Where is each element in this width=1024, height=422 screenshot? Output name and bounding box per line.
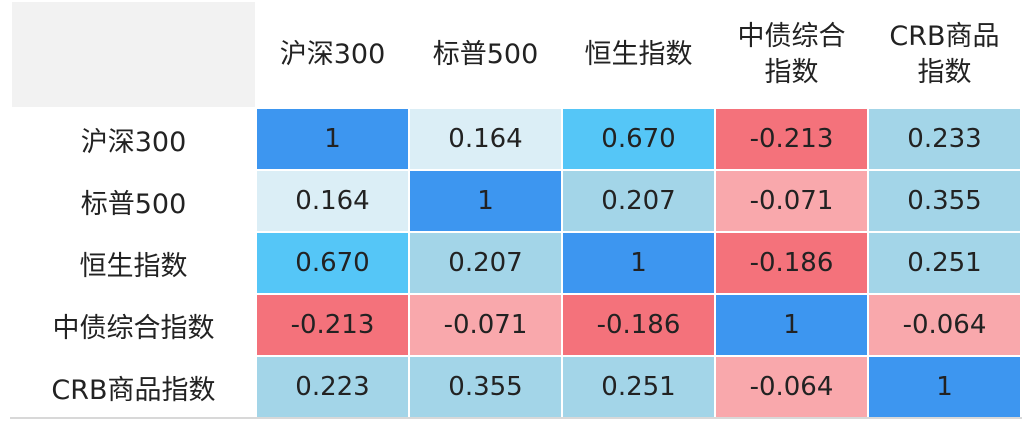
heatmap-cell: 0.355 bbox=[867, 169, 1022, 233]
heatmap-cell: 0.251 bbox=[867, 231, 1022, 295]
column-header-line: CRB商品 bbox=[889, 20, 1000, 52]
column-header: 恒生指数 bbox=[561, 0, 716, 109]
column-header: CRB商品指数 bbox=[867, 0, 1022, 109]
heatmap-cell: 0.355 bbox=[408, 355, 563, 419]
column-header-line: 指数 bbox=[917, 56, 972, 88]
column-header-line: 标普500 bbox=[432, 38, 539, 70]
heatmap-cell: -0.071 bbox=[408, 293, 563, 357]
heatmap-row: CRB商品指数 0.223 0.355 0.251 -0.064 1 bbox=[10, 355, 1022, 419]
column-header: 标普500 bbox=[408, 0, 563, 109]
heatmap-row: 沪深300 1 0.164 0.670 -0.213 0.233 bbox=[10, 107, 1022, 171]
row-header: 恒生指数 bbox=[10, 231, 257, 295]
row-header: 沪深300 bbox=[10, 107, 257, 171]
heatmap-row: 标普500 0.164 1 0.207 -0.071 0.355 bbox=[10, 169, 1022, 233]
heatmap-cell: 0.670 bbox=[255, 231, 410, 295]
heatmap-cell: -0.064 bbox=[867, 293, 1022, 357]
column-header: 沪深300 bbox=[255, 0, 410, 109]
correlation-heatmap: 沪深300 标普500 恒生指数 中债综合 指数 CRB商品 指数 沪深300 1 0.164 0… bbox=[10, 0, 1022, 419]
heatmap-cell: 1 bbox=[714, 293, 869, 357]
heatmap-cell: -0.186 bbox=[561, 293, 716, 357]
header-row: 沪深300 标普500 恒生指数 中债综合 指数 CRB商品 指数 bbox=[10, 0, 1022, 109]
heatmap-cell: -0.071 bbox=[714, 169, 869, 233]
heatmap-cell: 0.223 bbox=[255, 355, 410, 419]
heatmap-cell: -0.186 bbox=[714, 231, 869, 295]
heatmap-cell: 0.251 bbox=[561, 355, 716, 419]
row-header: CRB商品指数 bbox=[10, 355, 257, 419]
heatmap-cell: 1 bbox=[867, 355, 1022, 419]
heatmap-cell: -0.213 bbox=[255, 293, 410, 357]
heatmap-cell: 1 bbox=[561, 231, 716, 295]
heatmap-row: 恒生指数 0.670 0.207 1 -0.186 0.251 bbox=[10, 231, 1022, 295]
column-header: 中债综合 指数 bbox=[714, 0, 869, 109]
column-header-line: 指数 bbox=[764, 56, 819, 88]
heatmap-cell: 0.164 bbox=[255, 169, 410, 233]
heatmap-cell: 0.207 bbox=[408, 231, 563, 295]
row-header: 中债综合指数 bbox=[10, 293, 257, 357]
column-header-line: 恒生指数 bbox=[584, 38, 693, 70]
heatmap-cell: 0.164 bbox=[408, 107, 563, 171]
heatmap-cell: 1 bbox=[255, 107, 410, 171]
heatmap-row: 中债综合指数 -0.213 -0.071 -0.186 1 -0.064 bbox=[10, 293, 1022, 357]
row-header: 标普500 bbox=[10, 169, 257, 233]
corner-cell bbox=[10, 0, 257, 109]
heatmap-body: 沪深300 1 0.164 0.670 -0.213 0.233 标普500 0.164 1 0.… bbox=[10, 107, 1022, 419]
heatmap-cell: -0.064 bbox=[714, 355, 869, 419]
column-header-line: 沪深300 bbox=[279, 38, 386, 70]
column-header-line: 中债综合 bbox=[737, 20, 846, 52]
heatmap-cell: -0.213 bbox=[714, 107, 869, 171]
heatmap-cell: 0.207 bbox=[561, 169, 716, 233]
heatmap-cell: 0.670 bbox=[561, 107, 716, 171]
heatmap-cell: 0.233 bbox=[867, 107, 1022, 171]
heatmap-cell: 1 bbox=[408, 169, 563, 233]
